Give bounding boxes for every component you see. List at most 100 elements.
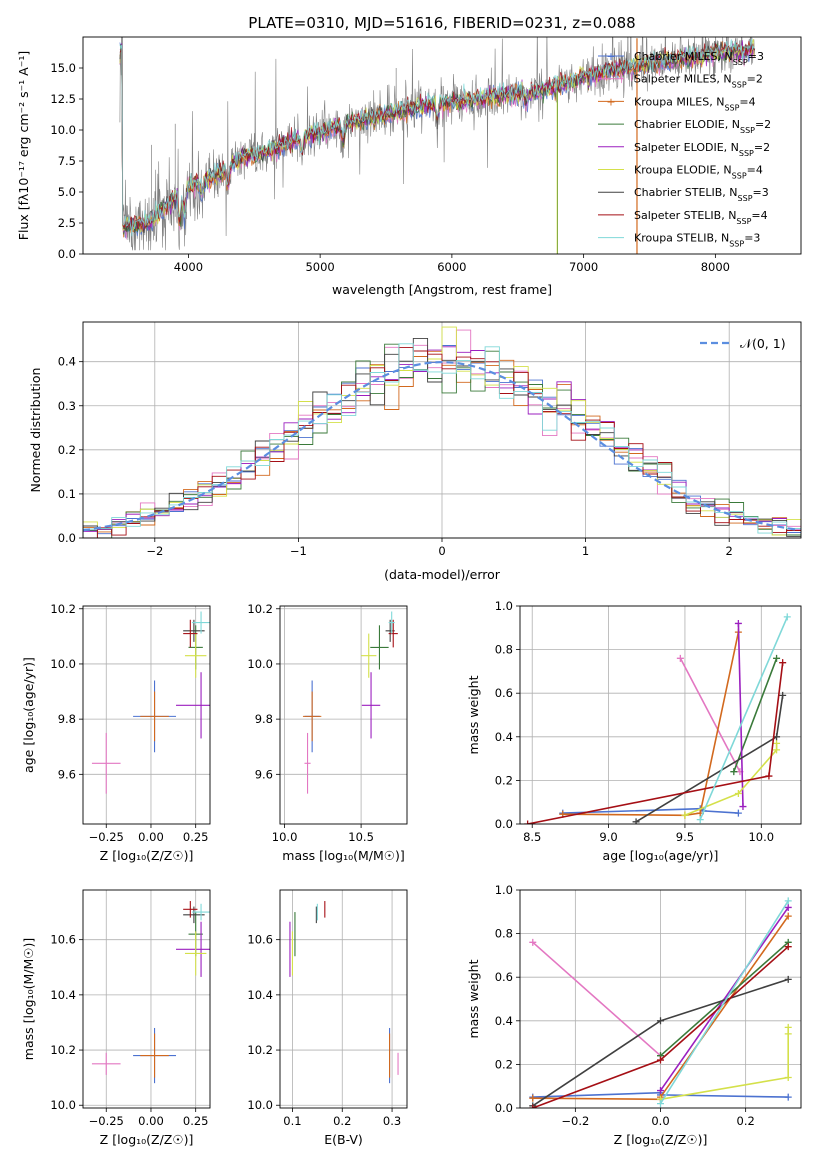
weight-marker <box>784 1093 792 1101</box>
histogram-series <box>83 343 801 538</box>
legend-entry: Chabrier MILES, NSSP=3 <box>634 50 764 67</box>
weight-marker <box>529 1094 537 1102</box>
weight-marker <box>657 1087 664 1095</box>
weight-marker <box>632 818 640 824</box>
y-axis-label: mass [log₁₀(M/M☉)] <box>21 938 36 1060</box>
legend-entry: Kroupa MILES, NSSP=4 <box>634 95 756 112</box>
y-tick-label: 9.6 <box>58 767 76 781</box>
plot-area <box>302 611 398 794</box>
legend-entry: Salpeter STELIB, NSSP=4 <box>634 209 768 226</box>
legend-entry: Kroupa STELIB, NSSP=3 <box>634 232 760 249</box>
normal-curve <box>83 360 799 532</box>
weight-line <box>562 807 739 814</box>
weight-line <box>532 941 662 1057</box>
weight-marker <box>784 943 792 951</box>
axes-frame <box>279 605 408 825</box>
weight-marker <box>524 820 532 824</box>
x-tick-label: 10.0 <box>272 830 298 844</box>
y-tick-label: 0.1 <box>58 487 76 501</box>
x-axis-label: Z [log₁₀(Z/Z☉)] <box>100 848 194 863</box>
gridlines <box>83 890 210 1108</box>
axes-frame <box>279 889 408 1109</box>
legend-entry: Chabrier STELIB, NSSP=3 <box>634 186 769 203</box>
y-tick-label: 0.0 <box>58 247 76 261</box>
gridlines <box>83 606 210 824</box>
x-tick-label: 0.00 <box>138 1114 164 1128</box>
legend: + Chabrier MILES, NSSP=3 Salpeter MILES, N… <box>598 50 771 248</box>
y-tick-label: 10.0 <box>50 657 76 671</box>
x-tick-label: −0.25 <box>89 1114 124 1128</box>
panel-mass-vs-Z: −0.25 0.00 0.25 10.0 10.2 10.4 10.6 Z [log₁₀(Z/… <box>21 889 211 1147</box>
y-tick-label: 10.0 <box>247 1098 273 1112</box>
weight-marker <box>734 809 742 817</box>
y-tick-label: 10.0 <box>50 123 76 137</box>
weight-marker <box>773 739 781 747</box>
y-tick-label: 9.8 <box>255 712 273 726</box>
legend-entry: 𝒩(0, 1) <box>740 336 786 351</box>
y-tick-label: 15.0 <box>50 61 76 75</box>
gridlines <box>520 889 801 1109</box>
panel-age-vs-mass: 10.0 10.5 9.6 9.8 10.0 10.2 mass [log₁₀(M/M☉)] <box>247 602 408 863</box>
plot-area <box>91 611 210 794</box>
x-axis-label: (data-model)/error <box>384 567 501 582</box>
x-tick-label: −0.2 <box>561 1114 589 1128</box>
axes-frame <box>82 605 211 825</box>
panel-mass-vs-ebv: 0.1 0.2 0.3 10.0 10.2 10.4 10.6 E(B-V) <box>247 889 408 1147</box>
weight-line <box>699 616 789 820</box>
weight-marker <box>529 1104 537 1108</box>
y-tick-label: 10.2 <box>247 602 273 616</box>
weight-marker <box>657 1056 664 1064</box>
weight-marker <box>779 691 787 699</box>
y-tick-label: 5.0 <box>58 185 76 199</box>
weight-marker <box>784 912 792 920</box>
weight-marker <box>784 975 792 983</box>
y-tick-label: 10.2 <box>247 1043 273 1057</box>
x-axis-label: age [log₁₀(age/yr)] <box>603 848 719 863</box>
weight-marker <box>739 803 747 811</box>
x-tick-label: 2 <box>726 544 733 558</box>
legend-entry: Kroupa ELODIE, NSSP=4 <box>634 164 763 181</box>
y-tick-label: 10.4 <box>50 988 76 1002</box>
legend: 𝒩(0, 1) <box>700 336 786 351</box>
x-tick-label: −0.25 <box>89 830 124 844</box>
plot-area <box>83 326 801 538</box>
plot-area <box>119 37 756 254</box>
weight-line <box>659 900 789 1105</box>
y-tick-label: 10.2 <box>50 1043 76 1057</box>
legend-marker: + <box>606 50 615 63</box>
axes-frame <box>82 889 211 1109</box>
weight-line <box>659 906 789 1092</box>
axes-frame <box>519 889 802 1109</box>
y-tick-label: 10.0 <box>50 1098 76 1112</box>
y-axis-label: mass weight <box>466 675 481 754</box>
plot-area <box>289 901 399 1084</box>
x-axis-label: wavelength [Angstrom, rest frame] <box>332 282 552 297</box>
y-tick-label: 0.0 <box>58 531 76 545</box>
weight-marker <box>681 811 689 819</box>
y-tick-label: 10.2 <box>50 602 76 616</box>
y-tick-label: 7.5 <box>58 154 76 168</box>
y-tick-label: 0.2 <box>58 443 76 457</box>
x-tick-label: 8.5 <box>523 830 541 844</box>
y-tick-label: 0.0 <box>495 817 513 831</box>
y-tick-label: 0.6 <box>495 970 513 984</box>
x-tick-label: 0.0 <box>651 1114 669 1128</box>
y-tick-label: 0.8 <box>495 927 513 941</box>
weight-marker <box>784 1073 792 1081</box>
y-tick-label: 0.3 <box>58 399 76 413</box>
x-tick-label: 10.0 <box>748 830 774 844</box>
x-axis-label: Z [log₁₀(Z/Z☉)] <box>614 1132 708 1147</box>
weight-marker <box>773 654 781 662</box>
x-tick-label: 0.25 <box>183 1114 209 1128</box>
weight-marker <box>529 938 537 946</box>
panel-residuals: −2 −1 0 1 2 0.0 0.1 0.2 0.3 0.4 (data-model)/error… <box>28 321 802 582</box>
x-tick-label: 0.00 <box>138 830 164 844</box>
y-tick-label: 0.6 <box>495 686 513 700</box>
gridlines <box>520 605 801 825</box>
y-tick-label: 0.4 <box>495 730 513 744</box>
y-tick-label: 10.6 <box>50 933 76 947</box>
y-tick-label: 0.2 <box>495 773 513 787</box>
weight-marker <box>783 613 791 621</box>
y-tick-label: 0.4 <box>58 355 76 369</box>
